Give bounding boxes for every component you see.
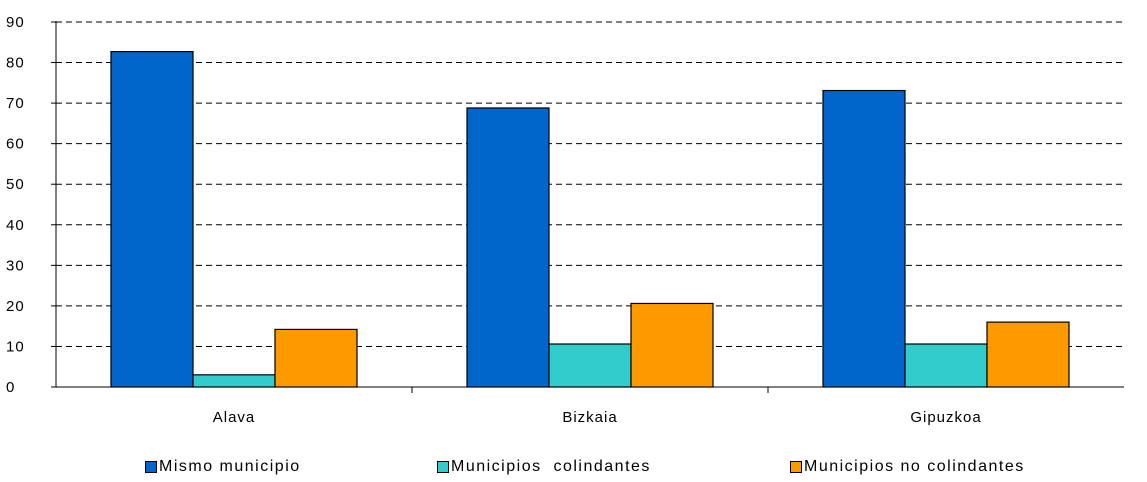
legend-item-municipios-colindantes: Municipios colindantes bbox=[437, 458, 651, 476]
legend: Mismo municipio Municipios colindantes M… bbox=[0, 458, 1147, 480]
bar bbox=[904, 343, 988, 388]
y-axis-ticks: 0 10 20 30 40 50 60 70 80 90 bbox=[6, 14, 56, 396]
legend-label-municipios-colindantes: Municipios colindantes bbox=[451, 458, 651, 475]
y-tick-label: 90 bbox=[6, 14, 25, 31]
y-tick-label: 0 bbox=[6, 379, 15, 396]
bar bbox=[548, 343, 632, 388]
x-tick-label: Gipuzkoa bbox=[910, 409, 981, 426]
y-tick-label: 20 bbox=[6, 298, 25, 315]
bar bbox=[110, 51, 194, 388]
y-tick-label: 30 bbox=[6, 257, 25, 274]
legend-item-municipios-no-colindantes: Municipios no colindantes bbox=[790, 458, 1025, 476]
y-tick-label: 60 bbox=[6, 136, 25, 153]
legend-swatch-municipios-colindantes bbox=[437, 461, 449, 473]
legend-label-municipios-no-colindantes: Municipios no colindantes bbox=[804, 458, 1025, 475]
x-tick-label: Bizkaia bbox=[562, 409, 617, 426]
x-tick-label: Alava bbox=[213, 409, 256, 426]
bar bbox=[192, 374, 276, 388]
y-tick-label: 40 bbox=[6, 217, 25, 234]
legend-item-mismo-municipio: Mismo municipio bbox=[145, 458, 301, 476]
y-tick-label: 10 bbox=[6, 338, 25, 355]
bar bbox=[822, 89, 906, 388]
bar bbox=[986, 321, 1070, 388]
y-tick-label: 50 bbox=[6, 176, 25, 193]
bar bbox=[466, 107, 550, 388]
y-tick-label: 80 bbox=[6, 55, 25, 72]
legend-label-mismo-municipio: Mismo municipio bbox=[159, 458, 301, 475]
gridlines bbox=[56, 21, 1124, 347]
y-tick-label: 70 bbox=[6, 95, 25, 112]
bar bbox=[630, 302, 714, 388]
legend-swatch-mismo-municipio bbox=[145, 461, 157, 473]
axes bbox=[55, 21, 1124, 393]
x-axis-ticks: Alava Bizkaia Gipuzkoa bbox=[213, 409, 981, 426]
bars bbox=[110, 51, 1070, 388]
legend-swatch-municipios-no-colindantes bbox=[790, 461, 802, 473]
bar-chart: 0 10 20 30 40 50 60 70 80 90 Alava Bizkaia Gipuzkoa bbox=[6, 14, 1124, 426]
bar bbox=[274, 328, 358, 388]
